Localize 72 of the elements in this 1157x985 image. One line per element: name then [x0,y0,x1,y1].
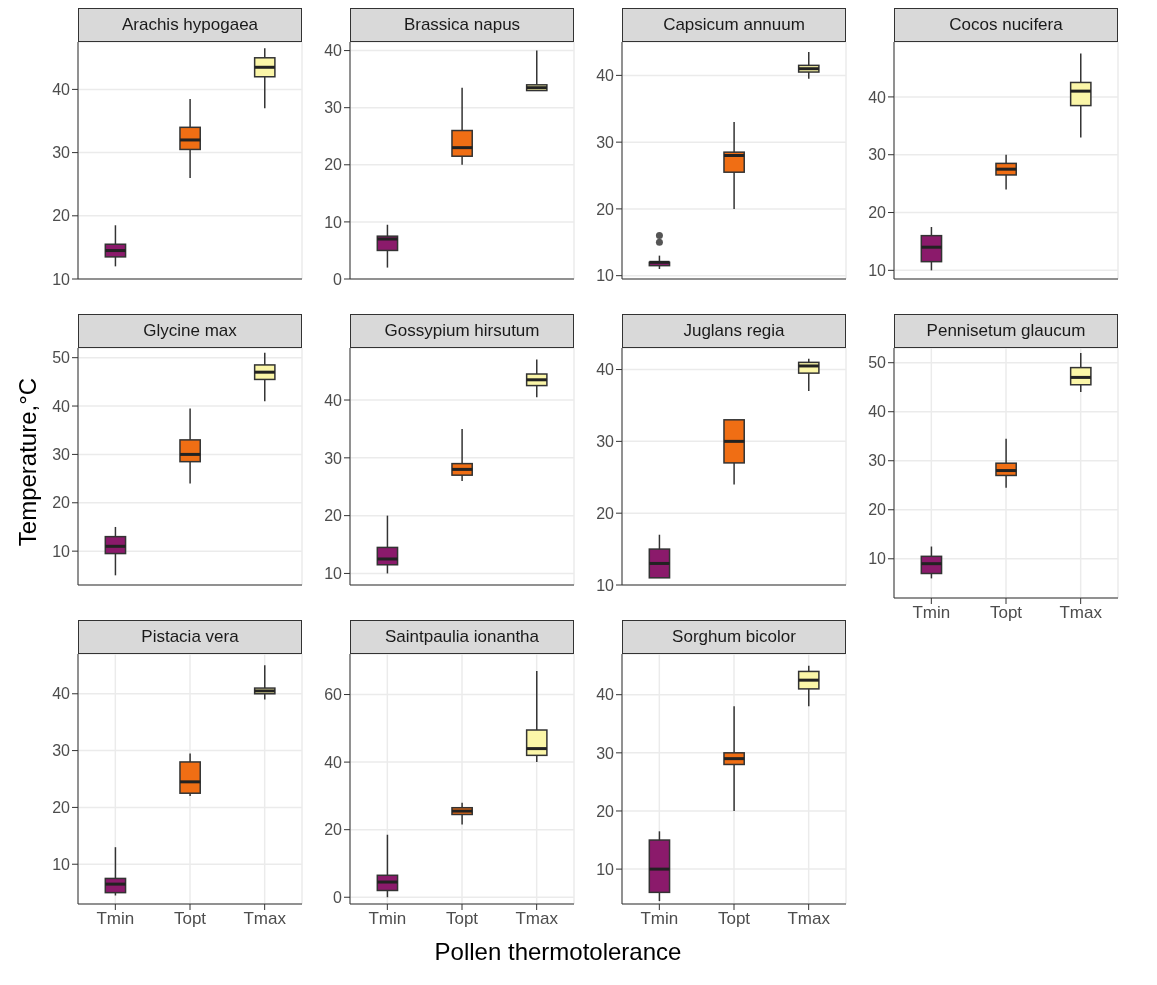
x-tick-label: Topt [717,909,751,929]
y-tick-label: 40 [52,397,71,415]
y-tick-label: 20 [324,156,343,174]
y-tick-label: 40 [52,685,71,703]
y-tick-label: 10 [868,550,887,568]
chart-title: Arachis hypogaea [78,8,302,42]
y-tick-label: 40 [324,42,343,60]
chart-title: Capsicum annuum [622,8,846,42]
y-tick-label: 50 [868,354,887,372]
x-axis-title: Pollen thermotolerance [433,938,683,966]
y-tick-label: 40 [596,67,615,85]
y-tick-label: 10 [596,576,615,594]
y-tick-label: 10 [596,267,615,285]
y-tick-label: 10 [324,565,343,583]
y-tick-label: 0 [333,270,343,288]
x-tick-label: Tmin [368,909,407,929]
y-tick-label: 30 [52,446,71,464]
y-tick-label: 20 [596,802,615,820]
y-tick-label: 30 [596,744,615,762]
x-tick-label: Tmax [1059,603,1103,623]
x-tick-label: Topt [445,909,479,929]
y-tick-label: 20 [868,204,887,222]
x-tick-label: Tmin [96,909,135,929]
x-tick-label: Tmin [912,603,951,623]
y-tick-label: 0 [333,888,343,906]
y-tick-label: 20 [596,504,615,522]
y-tick-label: 20 [52,207,71,225]
y-tick-label: 20 [324,507,343,525]
x-tick-label: Topt [173,909,207,929]
y-tick-label: 40 [596,361,615,379]
y-tick-label: 30 [324,99,343,117]
y-tick-label: 30 [52,144,71,162]
y-tick-label: 10 [596,860,615,878]
chart-title: Sorghum bicolor [622,620,846,654]
y-tick-label: 50 [52,349,71,367]
y-tick-label: 30 [52,742,71,760]
y-tick-label: 30 [596,433,615,451]
x-tick-label: Tmax [243,909,287,929]
chart-title: Pistacia vera [78,620,302,654]
chart-title: Cocos nucifera [894,8,1118,42]
y-tick-label: 40 [324,753,343,771]
y-tick-label: 40 [52,81,71,99]
y-tick-label: 20 [52,799,71,817]
chart-title: Glycine max [78,314,302,348]
x-tick-label: Tmax [787,909,831,929]
y-tick-label: 20 [868,501,887,519]
y-tick-label: 40 [868,403,887,421]
y-tick-label: 20 [324,821,343,839]
x-tick-label: Tmin [640,909,679,929]
y-tick-label: 30 [868,452,887,470]
chart-title: Pennisetum glaucum [894,314,1118,348]
y-tick-label: 40 [324,391,343,409]
y-tick-label: 20 [596,200,615,218]
chart-title: Juglans regia [622,314,846,348]
y-axis-title: Temperature,°C [14,376,42,549]
y-tick-label: 30 [324,449,343,467]
chart-title: Saintpaulia ionantha [350,620,574,654]
y-tick-label: 40 [596,686,615,704]
y-tick-label: 30 [868,146,887,164]
y-tick-label: 60 [324,686,343,704]
y-tick-label: 10 [52,542,71,560]
y-tick-label: 30 [596,133,615,151]
y-tick-label: 10 [52,270,71,288]
y-tick-label: 10 [52,855,71,873]
y-tick-label: 40 [868,88,887,106]
chart-title: Gossypium hirsutum [350,314,574,348]
x-tick-label: Tmax [515,909,559,929]
chart-title: Brassica napus [350,8,574,42]
y-tick-label: 10 [868,262,887,280]
y-tick-label: 10 [324,213,343,231]
y-tick-label: 20 [52,494,71,512]
x-tick-label: Topt [989,603,1023,623]
